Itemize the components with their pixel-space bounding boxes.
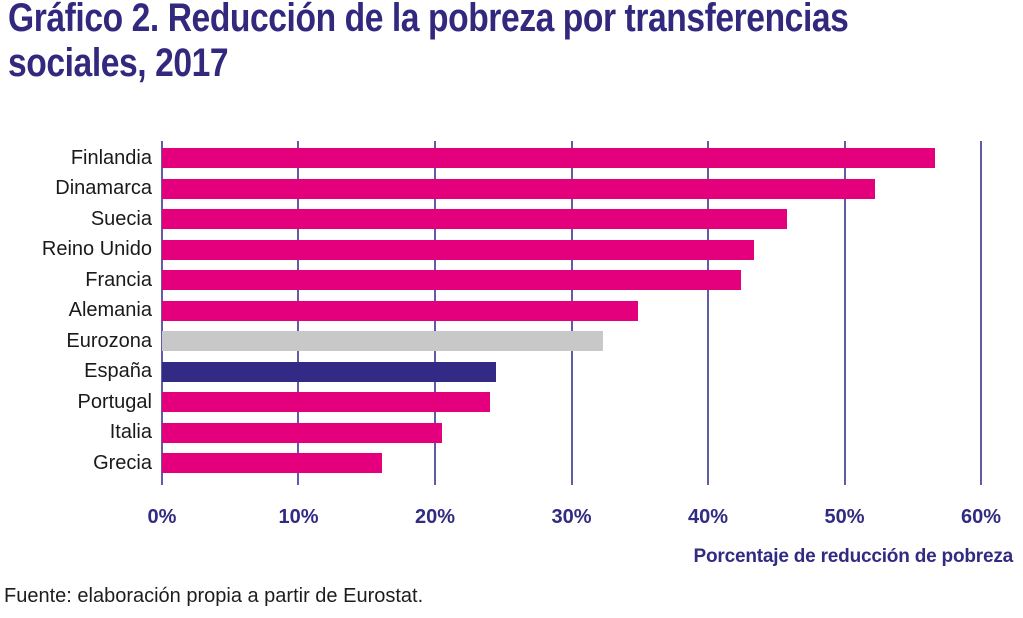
- category-label: Alemania: [68, 299, 152, 322]
- bar-track: [162, 239, 981, 260]
- bar-track: [162, 178, 981, 199]
- bar-grecia: [162, 453, 382, 474]
- category-label: Finlandia: [70, 146, 152, 169]
- chart-title: Gráfico 2. Reducción de la pobreza por t…: [8, 0, 849, 86]
- bar-track: [162, 361, 981, 382]
- bar-chart: Finlandia Dinamarca Suecia Reino Unido Franc…: [0, 141, 982, 485]
- bar-row: Portugal: [0, 387, 981, 418]
- x-tick-label: 30%: [551, 506, 592, 528]
- bar-track: [162, 392, 981, 413]
- bar-eurozona: [162, 331, 603, 352]
- x-axis-title: Porcentaje de reducción de pobreza: [693, 546, 1014, 567]
- grid-line: [843, 141, 846, 485]
- x-tick-label: 50%: [824, 506, 865, 528]
- bar-row: Reino Unido: [0, 235, 981, 266]
- bar-dinamarca: [162, 178, 875, 199]
- category-label: Portugal: [77, 390, 153, 413]
- x-tick-label: 20%: [414, 506, 455, 528]
- bar-track: [162, 422, 981, 443]
- bar-alemania: [162, 300, 639, 321]
- source-note: Fuente: elaboración propia a partir de E…: [4, 585, 424, 607]
- bar-track: [162, 148, 981, 169]
- bar-row: Dinamarca: [0, 174, 981, 205]
- bar-row: Eurozona: [0, 326, 981, 357]
- chart-title-line-1: Gráfico 2. Reducción de la pobreza por t…: [8, 0, 849, 40]
- category-label: Dinamarca: [55, 177, 152, 200]
- bar-row: Suecia: [0, 204, 981, 235]
- bar-francia: [162, 270, 741, 291]
- bar-row: España: [0, 357, 981, 388]
- bar-track: [162, 453, 981, 474]
- category-label: Francia: [85, 268, 152, 291]
- bar-suecia: [162, 209, 788, 230]
- chart-title-line-2: sociales, 2017: [8, 41, 229, 85]
- bar-track: [162, 209, 981, 230]
- x-tick-label: 10%: [278, 506, 319, 528]
- bar-reino-unido: [162, 239, 755, 260]
- x-tick-label: 60%: [960, 506, 1002, 528]
- bar-finlandia: [162, 148, 935, 169]
- category-label: Grecia: [93, 451, 152, 474]
- bar-portugal: [162, 392, 490, 413]
- x-tick-label: 40%: [687, 506, 728, 528]
- bar-row: Francia: [0, 265, 981, 296]
- bar-row: Italia: [0, 418, 981, 449]
- bar-rows: Finlandia Dinamarca Suecia Reino Unido Franc…: [0, 143, 981, 479]
- category-label: Italia: [109, 421, 152, 444]
- bar-row: Grecia: [0, 448, 981, 479]
- grid-line: [706, 141, 709, 485]
- x-tick-label: 0%: [147, 506, 177, 528]
- x-axis-ticks: 0% 10% 20% 30% 40% 50% 60%: [148, 506, 1001, 532]
- bar-row: Finlandia: [0, 143, 981, 174]
- bar-españa: [162, 361, 497, 382]
- grid-line: [980, 141, 982, 485]
- category-label: Suecia: [90, 207, 152, 230]
- category-label: España: [84, 360, 152, 383]
- bar-italia: [162, 422, 442, 443]
- category-label: Reino Unido: [41, 238, 152, 261]
- bar-row: Alemania: [0, 296, 981, 327]
- bar-track: [162, 270, 981, 291]
- category-label: Eurozona: [66, 329, 152, 352]
- bar-track: [162, 331, 981, 352]
- bar-track: [162, 300, 981, 321]
